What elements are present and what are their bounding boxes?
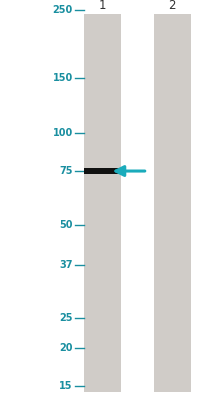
Text: 50: 50 [59, 220, 72, 230]
Text: 20: 20 [59, 342, 72, 352]
Text: 15: 15 [59, 381, 72, 391]
Bar [84, 14, 120, 392]
Text: 150: 150 [52, 74, 72, 84]
Bar [84, 168, 120, 174]
Text: 2: 2 [168, 0, 175, 12]
Text: 25: 25 [59, 313, 72, 323]
Bar [153, 14, 190, 392]
Text: 100: 100 [52, 128, 72, 138]
Text: 75: 75 [59, 166, 72, 176]
Text: 250: 250 [52, 5, 72, 15]
Text: 1: 1 [98, 0, 106, 12]
Text: 37: 37 [59, 260, 72, 270]
